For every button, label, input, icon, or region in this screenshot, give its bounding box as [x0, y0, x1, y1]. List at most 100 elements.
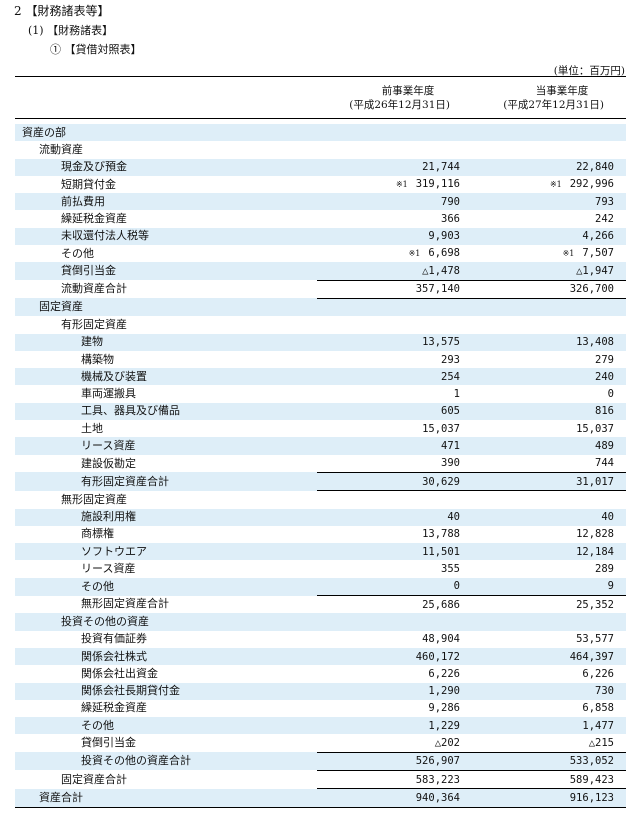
- prev-year-value: 30,629: [317, 472, 472, 492]
- row-label: 資産の部: [15, 124, 317, 142]
- amount: 254: [441, 370, 460, 383]
- curr-year-value: 9: [472, 577, 626, 597]
- prev-year-value: 526,907: [317, 752, 472, 771]
- prev-year-date: (平成26年12月31日): [349, 98, 450, 111]
- amount: 289: [595, 563, 614, 576]
- curr-year-value: 25,352: [472, 595, 626, 614]
- table-row: 固定資産: [15, 298, 626, 317]
- amount: 366: [441, 213, 460, 226]
- table-row: 未収還付法人税等 9,903 4,266: [15, 227, 626, 246]
- table-row: 工具、器具及び備品 605 816: [15, 402, 626, 421]
- amount: 940,364: [415, 791, 460, 804]
- curr-year-value: [472, 298, 626, 317]
- table-row: 施設利用権 40 40: [15, 508, 626, 526]
- table-row: 構築物 293 279: [15, 350, 626, 369]
- table-row: 商標権 13,788 12,828: [15, 525, 626, 544]
- table-row: ソフトウエア 11,501 12,184: [15, 543, 626, 561]
- table-row: リース資産 471 489: [15, 437, 626, 455]
- prev-year-value: 940,364: [317, 788, 472, 808]
- curr-year-value: 279: [472, 350, 626, 369]
- curr-year-value: 533,052: [472, 752, 626, 771]
- amount: 489: [595, 439, 614, 452]
- prev-year-value: 6,226: [317, 665, 472, 683]
- curr-year-value: 53,577: [472, 630, 626, 648]
- amount: 790: [441, 195, 460, 208]
- amount: 6,226: [428, 667, 460, 680]
- amount: 390: [441, 457, 460, 470]
- label-column-header: [15, 76, 317, 119]
- curr-year-value: △215: [472, 734, 626, 753]
- amount: 53,577: [576, 633, 614, 646]
- row-label: 構築物: [15, 350, 317, 369]
- curr-year-value: [472, 141, 626, 159]
- table-row: 短期貸付金 ※1 319,116 ※1 292,996: [15, 175, 626, 194]
- table-row: 繰延税金資産 366 242: [15, 210, 626, 228]
- prev-year-value: 355: [317, 560, 472, 578]
- row-label: 未収還付法人税等: [15, 227, 317, 246]
- table-row: 機械及び装置 254 240: [15, 368, 626, 386]
- curr-year-value: [472, 490, 626, 509]
- table-row: 関係会社株式 460,172 464,397: [15, 647, 626, 666]
- amount: 526,907: [415, 755, 460, 768]
- row-label: 資産合計: [15, 788, 317, 808]
- curr-year-value: 12,828: [472, 525, 626, 544]
- prev-year-value: ※1 319,116: [317, 175, 472, 194]
- amount: 12,828: [576, 528, 614, 541]
- amount: 13,788: [422, 528, 460, 541]
- row-label: 投資その他の資産: [15, 613, 317, 631]
- amount: 0: [607, 388, 614, 401]
- amount: 240: [595, 370, 614, 383]
- prev-year-value: 1,290: [317, 682, 472, 700]
- amount: 730: [595, 685, 614, 698]
- row-label: 工具、器具及び備品: [15, 402, 317, 421]
- amount: 1: [453, 388, 460, 401]
- prev-year-value: 583,223: [317, 770, 472, 790]
- footnote-marker: ※1: [549, 180, 562, 190]
- unit-label: (単位：百万円): [553, 65, 625, 77]
- curr-year-value: 1,477: [472, 717, 626, 735]
- amount: △215: [588, 737, 614, 750]
- curr-year-value: 464,397: [472, 647, 626, 666]
- row-label: 土地: [15, 420, 317, 438]
- prev-year-value: [317, 298, 472, 317]
- balance-sheet-table: 前事業年度 (平成26年12月31日) 当事業年度 (平成27年12月31日) …: [15, 76, 626, 808]
- table-row: 投資その他の資産: [15, 613, 626, 631]
- row-label: 繰延税金資産: [15, 699, 317, 718]
- prev-year-value: 1,229: [317, 717, 472, 735]
- amount: 6,858: [582, 702, 614, 715]
- amount: 279: [595, 353, 614, 366]
- table-row: 固定資産合計 583,223 589,423: [15, 770, 626, 790]
- curr-year-value: [472, 613, 626, 631]
- table-row: 無形固定資産合計 25,686 25,352: [15, 595, 626, 614]
- prev-year-value: 605: [317, 402, 472, 421]
- prev-year-value: 11,501: [317, 543, 472, 561]
- curr-year-value: [472, 316, 626, 334]
- table-row: リース資産 355 289: [15, 560, 626, 578]
- amount: 40: [601, 511, 614, 524]
- amount: 6,698: [428, 247, 460, 260]
- row-label: 短期貸付金: [15, 175, 317, 194]
- amount: △1,478: [422, 265, 460, 278]
- prev-year-value: [317, 490, 472, 509]
- row-label: 貸倒引当金: [15, 262, 317, 281]
- prev-year-value: 13,575: [317, 333, 472, 351]
- curr-year-value: 242: [472, 210, 626, 228]
- amount: △1,947: [576, 265, 614, 278]
- row-label: 関係会社出資金: [15, 665, 317, 683]
- row-label: 車両運搬具: [15, 385, 317, 403]
- amount: △202: [434, 737, 460, 750]
- amount: 4,266: [582, 230, 614, 243]
- row-label: 関係会社株式: [15, 647, 317, 666]
- row-label: 施設利用権: [15, 508, 317, 526]
- table-row: 有形固定資産: [15, 316, 626, 334]
- curr-year-value: 489: [472, 437, 626, 455]
- prev-year-value: [317, 124, 472, 142]
- row-label: 無形固定資産: [15, 490, 317, 509]
- table-row: 土地 15,037 15,037: [15, 420, 626, 438]
- section-heading: 2 【財務諸表等】: [14, 4, 110, 18]
- amount: 31,017: [576, 475, 614, 488]
- amount: 1,477: [582, 719, 614, 732]
- curr-year-value: 31,017: [472, 472, 626, 492]
- row-label: 繰延税金資産: [15, 210, 317, 228]
- table-row: 貸倒引当金 △202 △215: [15, 734, 626, 753]
